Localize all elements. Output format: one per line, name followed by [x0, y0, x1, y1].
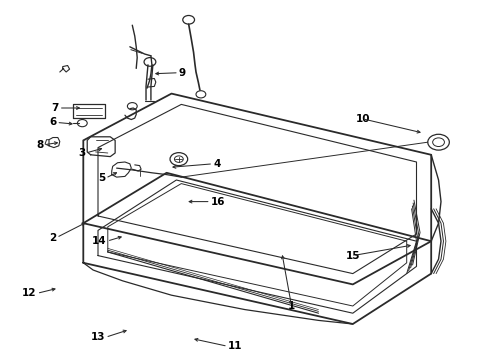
Text: 16: 16 — [211, 197, 225, 207]
Text: 12: 12 — [22, 288, 37, 298]
Text: 13: 13 — [91, 332, 105, 342]
Text: 9: 9 — [179, 68, 186, 78]
Text: 5: 5 — [98, 173, 105, 183]
Text: 7: 7 — [51, 103, 59, 113]
Text: 3: 3 — [78, 148, 86, 158]
Text: 14: 14 — [92, 236, 107, 246]
Text: 1: 1 — [288, 301, 295, 311]
Text: 10: 10 — [355, 114, 370, 124]
Text: 15: 15 — [345, 251, 360, 261]
Text: 4: 4 — [213, 159, 220, 169]
Text: 6: 6 — [49, 117, 56, 127]
Text: 11: 11 — [228, 341, 243, 351]
Text: 2: 2 — [49, 233, 56, 243]
Text: 8: 8 — [37, 140, 44, 150]
